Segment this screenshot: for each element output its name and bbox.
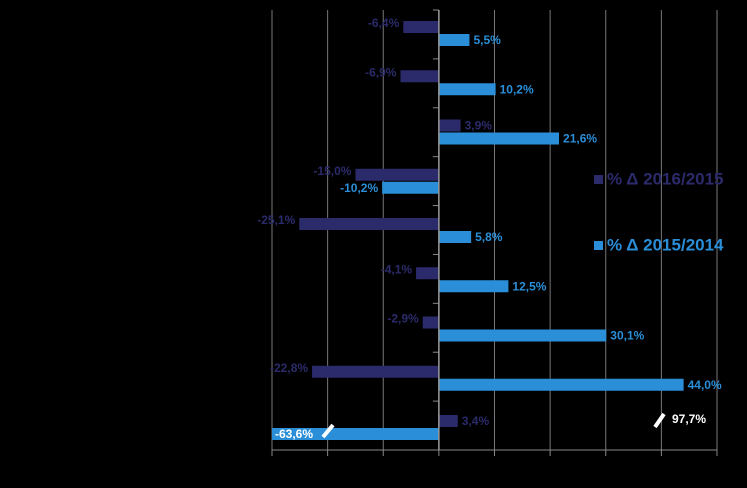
data-label: 5,5% <box>473 33 501 47</box>
bar <box>438 34 470 46</box>
data-label: -63,6% <box>275 427 313 441</box>
bar <box>438 132 560 145</box>
data-label: 10,2% <box>500 82 534 96</box>
bar <box>416 267 439 280</box>
data-label: -6,9% <box>365 65 397 79</box>
bar <box>438 329 607 342</box>
legend-label: % Δ 2015/2014 <box>607 235 724 254</box>
bar <box>438 231 472 243</box>
data-label: -4,1% <box>381 262 413 276</box>
bar <box>438 83 496 96</box>
legend-label: % Δ 2016/2015 <box>607 169 724 188</box>
bar <box>438 415 458 427</box>
bar <box>272 428 439 440</box>
bar <box>382 181 439 194</box>
data-label: -10,2% <box>340 181 378 195</box>
data-label: 44,0% <box>688 378 722 392</box>
data-label: -2,9% <box>387 312 419 326</box>
bar <box>438 119 461 132</box>
data-label: -15,0% <box>313 164 351 178</box>
data-label: 3,9% <box>465 119 493 133</box>
bar <box>438 280 509 293</box>
bar <box>400 70 439 83</box>
data-label: 30,1% <box>610 329 644 343</box>
annotation: 97,7% <box>672 412 706 426</box>
data-label: 21,6% <box>563 132 597 146</box>
data-label: -25,1% <box>257 213 295 227</box>
data-label: 3,4% <box>462 414 490 428</box>
data-label: 12,5% <box>512 279 546 293</box>
bar <box>438 378 684 391</box>
bar <box>403 21 439 33</box>
bar <box>312 365 439 378</box>
data-label: -6,4% <box>368 16 400 30</box>
bar <box>355 168 439 181</box>
bar <box>422 316 439 329</box>
data-label: 5,8% <box>475 230 503 244</box>
legend-swatch <box>594 175 603 184</box>
bar <box>299 218 439 230</box>
data-label: -22,8% <box>270 361 308 375</box>
legend-swatch <box>594 241 603 250</box>
axis-break <box>653 412 666 429</box>
axis-break <box>321 423 335 439</box>
